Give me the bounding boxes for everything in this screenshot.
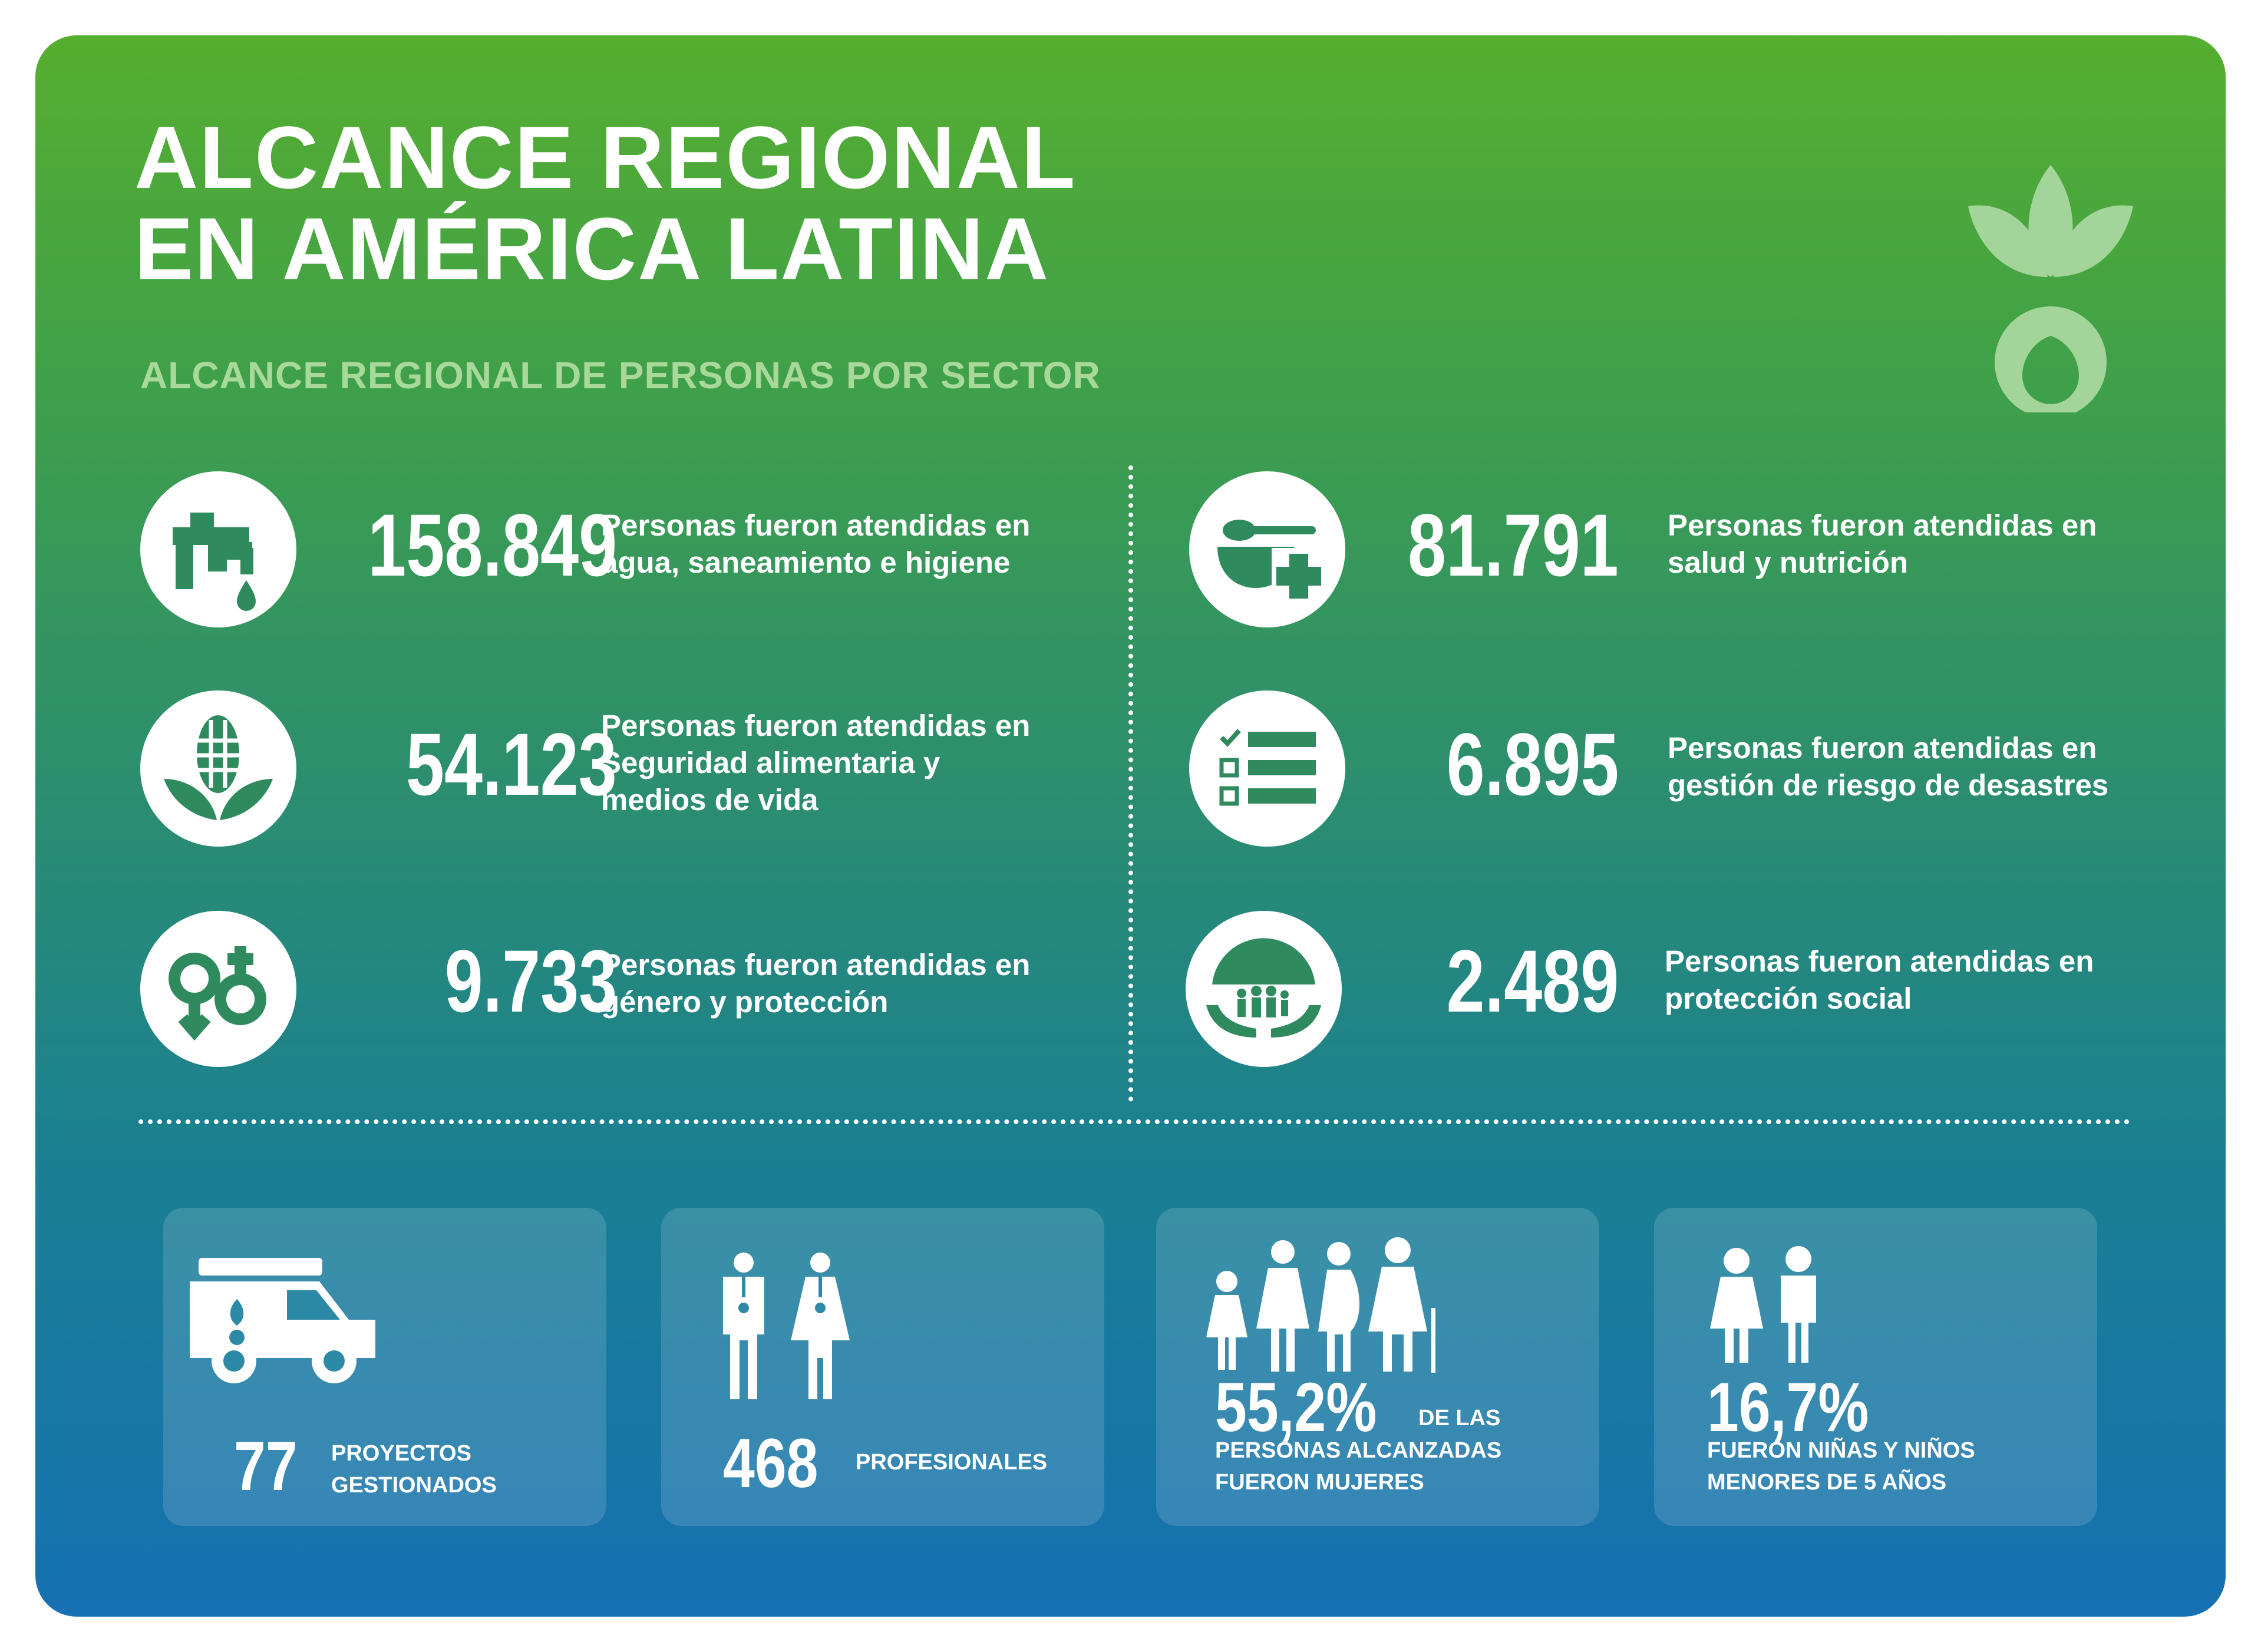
water-sanitation-description: Personas fueron atendidas en agua, sanea…	[601, 507, 1030, 581]
vertical-divider	[1128, 465, 1133, 1102]
women-label-suffix: DE LAS	[1418, 1406, 1501, 1430]
checklist-icon	[1189, 690, 1345, 847]
food-security-count: 54.123	[406, 715, 617, 814]
professionals-label: PROFESIONALES	[856, 1446, 1047, 1478]
desc-line: medios de vida	[601, 783, 818, 817]
professionals-count: 468	[723, 1425, 818, 1502]
label-line: MENORES DE 5 AÑOS	[1707, 1470, 1947, 1495]
stat-box-projects: 77 PROYECTOS GESTIONADOS	[163, 1208, 606, 1526]
stat-box-children: 16,7% FUERON NIÑAS Y NIÑOS MENORES DE 5 …	[1654, 1208, 2097, 1526]
label-line: GESTIONADOS	[331, 1473, 497, 1498]
health-nutrition-count: 81.791	[1408, 495, 1619, 594]
children-label: FUERON NIÑAS Y NIÑOS MENORES DE 5 AÑOS	[1707, 1435, 1975, 1498]
gender-protection-description: Personas fueron atendidas en género y pr…	[601, 946, 1030, 1020]
label-line: PERSONAS ALCANZADAS	[1215, 1438, 1502, 1463]
vehicle-icon	[190, 1258, 375, 1383]
social-protection-description: Personas fueron atendidas en protección …	[1665, 943, 2094, 1017]
corn-plant-icon	[140, 690, 296, 847]
women-percentage: 55,2%	[1215, 1369, 1377, 1446]
desc-line: género y protección	[601, 985, 889, 1019]
stat-box-professionals: 468 PROFESIONALES	[661, 1208, 1104, 1526]
gender-symbols-icon	[140, 911, 296, 1067]
health-nutrition-description: Personas fueron atendidas en salud y nut…	[1668, 507, 2097, 581]
label-line: PROYECTOS	[331, 1441, 471, 1466]
horizontal-divider	[138, 1119, 2130, 1124]
women-label: PERSONAS ALCANZADAS FUERON MUJERES	[1215, 1435, 1501, 1498]
desc-line: Personas fueron atendidas en	[601, 508, 1031, 542]
family-umbrella-icon	[1186, 911, 1342, 1067]
title-line-2: EN AMÉRICA LATINA	[134, 199, 1050, 298]
desc-line: Personas fueron atendidas en	[1665, 944, 2094, 978]
projects-count: 77	[234, 1428, 298, 1505]
children-percentage: 16,7%	[1707, 1369, 1869, 1446]
desc-line: Personas fueron atendidas en	[601, 948, 1031, 982]
desc-line: protección social	[1665, 982, 1912, 1015]
children-icon	[1710, 1246, 1816, 1363]
desc-line: gestión de riesgo de desastres	[1668, 768, 2109, 802]
desc-line: agua, saneamiento e higiene	[601, 546, 1011, 579]
professionals-icon	[723, 1253, 850, 1399]
food-security-description: Personas fueron atendidas en Seguridad a…	[601, 707, 1030, 818]
section-subtitle: ALCANCE REGIONAL DE PERSONAS POR SECTOR	[140, 354, 1101, 397]
page-title: ALCANCE REGIONAL EN AMÉRICA LATINA	[134, 112, 1077, 295]
title-line-1: ALCANCE REGIONAL	[134, 108, 1077, 207]
water-sanitation-count: 158.849	[368, 495, 617, 594]
projects-label: PROYECTOS GESTIONADOS	[331, 1438, 497, 1501]
disaster-risk-count: 6.895	[1446, 715, 1619, 814]
disaster-risk-description: Personas fueron atendidas en gestión de …	[1668, 729, 2108, 804]
desc-line: Personas fueron atendidas en	[601, 709, 1031, 742]
desc-line: Seguridad alimentaria y	[601, 746, 940, 779]
women-icon	[1206, 1237, 1435, 1373]
social-protection-count: 2.489	[1446, 931, 1619, 1030]
desc-line: Personas fueron atendidas en	[1668, 508, 2097, 542]
food-health-icon	[1189, 471, 1345, 627]
desc-line: salud y nutrición	[1668, 546, 1909, 579]
organization-logo-icon	[1968, 165, 2133, 412]
label-line: PROFESIONALES	[856, 1450, 1048, 1475]
desc-line: Personas fueron atendidas en	[1668, 731, 2097, 765]
label-line: FUERON MUJERES	[1215, 1470, 1424, 1495]
water-tap-icon	[140, 471, 296, 627]
gender-protection-count: 9.733	[444, 931, 617, 1030]
label-line: FUERON NIÑAS Y NIÑOS	[1707, 1438, 1975, 1463]
stat-box-women: 55,2% DE LAS PERSONAS ALCANZADAS FUERON …	[1156, 1208, 1599, 1526]
infographic-card: ALCANCE REGIONAL EN AMÉRICA LATINA ALCAN…	[35, 35, 2226, 1617]
